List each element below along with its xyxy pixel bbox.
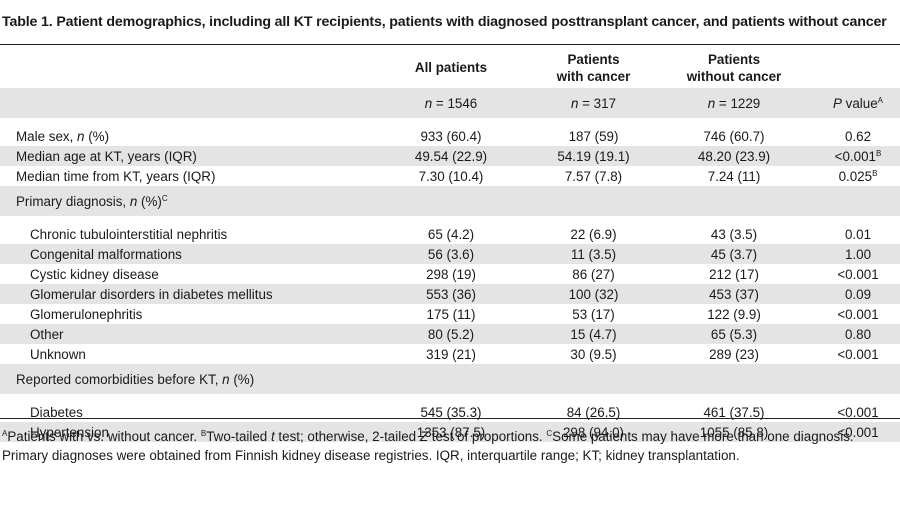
row-label: Cystic kidney disease bbox=[30, 266, 159, 282]
table-row-male-sex: Male sex, n (%) 933 (60.4) 187 (59) 746 … bbox=[0, 126, 900, 146]
table-row-primary: Glomerulonephritis 175 (11) 53 (17) 122 … bbox=[0, 304, 900, 324]
header-all-patients: All patients bbox=[414, 60, 488, 75]
footnote-line-1: APatients with vs. without cancer. BTwo-… bbox=[2, 429, 854, 444]
row-label: Male sex, n (%) bbox=[16, 128, 110, 144]
section-label: Primary diagnosis, n (%)C bbox=[0, 186, 900, 216]
table-row-primary: Chronic tubulointerstitial nephritis 65 … bbox=[0, 224, 900, 244]
row-label: Congenital malformations bbox=[0, 244, 367, 264]
table-row-comorbidity: Diabetes 545 (35.3) 84 (26.5) 461 (37.5)… bbox=[0, 402, 900, 422]
row-label: Unknown bbox=[30, 346, 86, 362]
table-footnotes: APatients with vs. without cancer. BTwo-… bbox=[2, 427, 898, 465]
n-row: n = 1546 n = 317 n = 1229 P valueA bbox=[0, 88, 900, 118]
p-value-header: P valueA bbox=[816, 88, 900, 118]
section-primary-diagnosis: Primary diagnosis, n (%)C bbox=[0, 186, 900, 216]
n-nocancer: n = 1229 bbox=[652, 88, 816, 118]
header-with-cancer: Patients with cancer bbox=[556, 51, 631, 84]
table-row-comorbidity: Hypertension 1353 (87.5) 298 (94.0) 1055… bbox=[0, 422, 900, 442]
header-row: All patients Patients with cancer Patient… bbox=[0, 47, 900, 88]
row-label: Glomerular disorders in diabetes mellitu… bbox=[0, 284, 367, 304]
header-p-empty bbox=[816, 47, 900, 88]
footnote-line-2: Primary diagnoses were obtained from Fin… bbox=[2, 448, 740, 463]
table-row-median-age: Median age at KT, years (IQR) 49.54 (22.… bbox=[0, 146, 900, 166]
table-row-primary: Congenital malformations 56 (3.6) 11 (3.… bbox=[0, 244, 900, 264]
bottom-rule bbox=[0, 418, 900, 419]
table-row-median-time: Median time from KT, years (IQR) 7.30 (1… bbox=[0, 166, 900, 186]
table-title: Table 1. Patient demographics, including… bbox=[2, 14, 887, 30]
n-cancer: n = 317 bbox=[535, 88, 652, 118]
section-label: Reported comorbidities before KT, n (%) bbox=[0, 364, 900, 394]
row-label: Glomerulonephritis bbox=[30, 306, 143, 322]
n-all: n = 1546 bbox=[367, 88, 535, 118]
row-label: Other bbox=[0, 324, 367, 344]
demographics-table: All patients Patients with cancer Patient… bbox=[0, 47, 900, 442]
table-row-primary: Other 80 (5.2) 15 (4.7) 65 (5.3) 0.80 bbox=[0, 324, 900, 344]
top-rule bbox=[0, 44, 900, 45]
row-label: Median age at KT, years (IQR) bbox=[0, 146, 367, 166]
header-without-cancer: Patients without cancer bbox=[686, 51, 782, 84]
row-label: Hypertension bbox=[0, 422, 367, 442]
row-label: Chronic tubulointerstitial nephritis bbox=[30, 226, 228, 242]
section-comorbidities: Reported comorbidities before KT, n (%) bbox=[0, 364, 900, 394]
header-empty bbox=[0, 47, 367, 88]
row-label: Median time from KT, years (IQR) bbox=[16, 168, 216, 184]
table-row-primary: Unknown 319 (21) 30 (9.5) 289 (23) <0.00… bbox=[0, 344, 900, 364]
table-row-primary: Glomerular disorders in diabetes mellitu… bbox=[0, 284, 900, 304]
table-row-primary: Cystic kidney disease 298 (19) 86 (27) 2… bbox=[0, 264, 900, 284]
row-label: Diabetes bbox=[30, 404, 83, 420]
